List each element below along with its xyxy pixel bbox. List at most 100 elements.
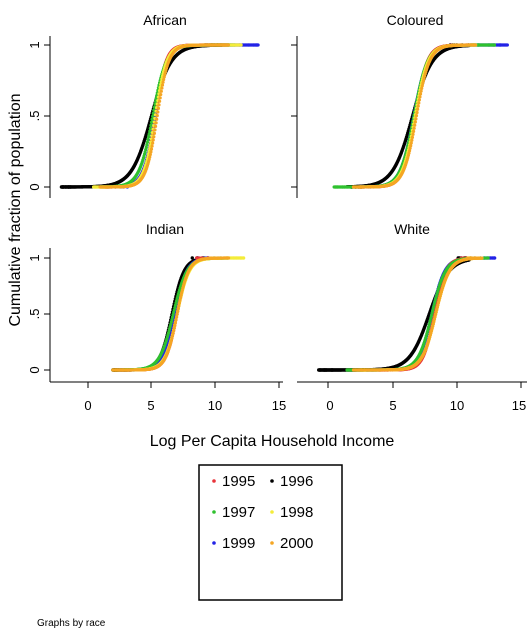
point-2000 [173,321,177,325]
point-2000 [413,123,417,127]
point-2000 [417,98,421,102]
point-1996 [323,368,327,372]
point-1997 [148,129,152,133]
point-2000 [177,301,181,305]
x-tick-label: 10 [208,398,222,413]
point-1998 [231,43,236,47]
point-2000 [408,146,412,150]
point-2000 [174,315,179,319]
point-2000 [175,312,179,316]
point-2000 [357,185,361,189]
panel-title: White [394,221,430,237]
point-2000 [162,75,166,79]
point-1997 [144,148,148,152]
point-2000 [407,149,412,153]
point-2000 [120,368,124,372]
point-1996 [330,368,335,372]
point-2000 [113,185,117,189]
point-2000 [409,141,413,145]
point-2000 [115,368,120,372]
x-tick-label: 5 [389,398,396,413]
point-2000 [148,155,152,159]
point-2000 [351,185,356,189]
point-1997 [146,137,150,142]
point-2000 [160,86,164,90]
point-2000 [419,89,423,93]
point-2000 [420,86,424,90]
point-2000 [414,117,418,121]
point-2000 [412,129,416,133]
point-2000 [172,329,176,333]
point-2000 [420,84,424,88]
point-2000 [219,256,223,260]
y-axis-title: Cumulative fraction of population [7,93,24,326]
point-2000 [456,43,460,47]
point-2000 [178,298,182,302]
point-2000 [224,43,228,47]
point-2000 [413,120,417,124]
point-2000 [157,103,161,107]
plot-area [59,43,260,189]
panel-title: African [143,12,187,28]
point-1997 [151,114,155,118]
point-2000 [159,92,163,97]
point-2000 [417,101,421,105]
point-1999 [255,43,259,47]
point-2000 [416,107,420,111]
y-tick-label: .5 [27,111,42,122]
y-tick-label: .5 [27,309,42,320]
point-2000 [150,144,154,148]
point-2000 [218,43,222,47]
x-tick-label: 15 [272,398,286,413]
point-2000 [155,114,159,118]
point-1998 [232,256,236,260]
point-1997 [147,132,151,136]
point-1997 [149,123,153,127]
point-1996 [318,368,322,372]
point-1996 [190,256,194,260]
point-1996 [60,185,65,189]
point-2000 [418,92,423,96]
point-2000 [471,43,476,47]
point-1998 [92,185,96,189]
point-2000 [157,99,162,103]
point-2000 [153,124,158,128]
point-2000 [411,132,415,137]
x-tick-label: 0 [84,398,91,413]
plot-area [332,43,509,189]
point-1996 [64,185,68,189]
point-1997 [149,120,154,124]
point-2000 [418,95,422,99]
plot-area [317,256,497,372]
point-2000 [153,128,157,132]
point-2000 [126,368,130,372]
point-1996 [68,185,73,189]
point-2000 [154,121,158,125]
point-2000 [410,135,415,139]
y-tick-label: 1 [27,41,42,48]
point-2000 [151,141,155,145]
point-2000 [465,43,470,47]
point-1997 [147,135,151,139]
point-2000 [176,309,180,314]
point-1997 [340,185,345,189]
point-2000 [155,117,159,121]
point-1997 [148,126,152,130]
point-2000 [156,106,161,110]
point-1999 [505,43,509,47]
point-2000 [152,135,156,139]
point-2000 [149,147,154,151]
point-2000 [174,318,178,322]
y-tick-label: 0 [27,366,42,373]
point-1997 [492,43,497,47]
point-2000 [361,185,365,189]
point-1998 [235,43,239,47]
point-2000 [177,304,181,308]
x-tick-label: 15 [512,398,526,413]
plot-area [111,256,246,372]
panel-title: Coloured [387,12,444,28]
point-2000 [161,80,165,84]
point-2000 [210,43,214,47]
point-2000 [459,43,463,47]
